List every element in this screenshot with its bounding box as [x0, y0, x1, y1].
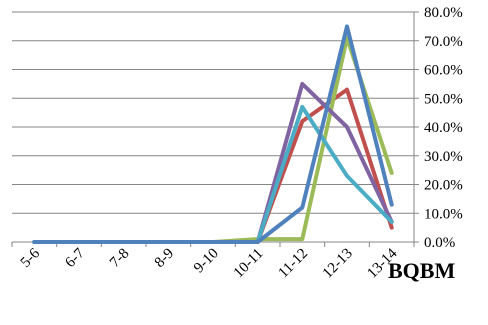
chart-title: BQBM [388, 258, 455, 283]
y-tick-label: 50.0% [424, 91, 463, 107]
x-tick-label: 6-7 [62, 245, 88, 271]
y-tick-label: 40.0% [424, 120, 463, 136]
y-tick-label: 20.0% [424, 178, 463, 194]
x-axis-tick-labels: 5-6 6-7 7-8 8-9 9-10 10-11 11-12 12-13 13-14 [18, 245, 401, 281]
series-lines [32, 24, 394, 244]
y-tick-label: 0.0% [424, 235, 455, 251]
y-tick-label: 70.0% [424, 34, 463, 50]
y-tick-label: 80.0% [424, 5, 463, 21]
y-tick-label: 30.0% [424, 149, 463, 165]
x-tick-label: 12-13 [320, 246, 356, 282]
x-tick-label: 5-6 [18, 245, 44, 271]
y-tick-label: 60.0% [424, 63, 463, 79]
series-line-5 [32, 24, 394, 244]
y-tick-label: 10.0% [424, 206, 463, 222]
x-tick-label: 10-11 [231, 246, 267, 282]
x-tick-label: 9-10 [191, 246, 222, 277]
gridlines [12, 11, 414, 214]
x-tick-label: 7-8 [107, 246, 132, 271]
x-tick-label: 8-9 [152, 246, 177, 271]
x-tick-label: 11-12 [275, 246, 311, 282]
y-axis-tick-labels: 0.0% 10.0% 20.0% 30.0% 40.0% 50.0% 60.0% 70.0% 8… [424, 5, 463, 251]
